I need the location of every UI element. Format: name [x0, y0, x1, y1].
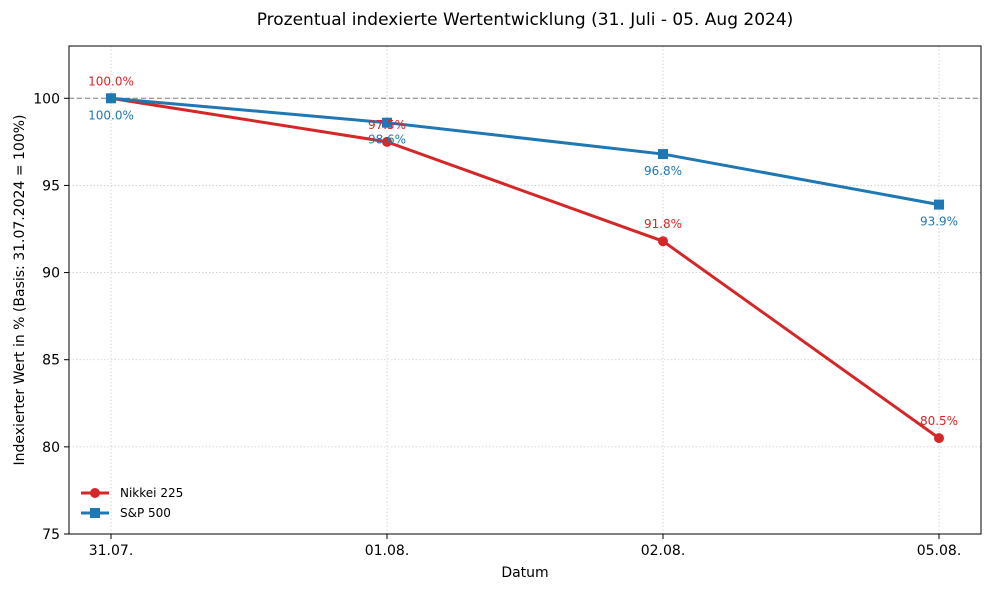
- data-point: [934, 199, 944, 210]
- data-point: [106, 93, 116, 104]
- x-axis-ticks: 31.07. 01.08. 02.08. 05.08.: [89, 534, 962, 559]
- data-point: [658, 236, 668, 247]
- data-point: [658, 149, 668, 160]
- x-tick-label: 05.08.: [917, 543, 962, 559]
- y-tick-label: 95: [42, 178, 60, 194]
- y-tick-label: 75: [42, 527, 60, 543]
- y-tick-label: 85: [42, 353, 60, 369]
- chart-title: Prozentual indexierte Wertentwicklung (3…: [257, 10, 794, 30]
- x-tick-label: 01.08.: [365, 543, 410, 559]
- data-label: 100.0%: [88, 74, 134, 88]
- data-label: 93.9%: [920, 215, 958, 229]
- data-label: 96.8%: [644, 164, 682, 178]
- data-label: 98.6%: [368, 133, 406, 147]
- data-label: 91.8%: [644, 217, 682, 231]
- x-tick-label: 02.08.: [641, 543, 686, 559]
- y-tick-label: 80: [42, 440, 60, 456]
- legend-marker: [90, 508, 100, 518]
- series-markers: [106, 93, 944, 444]
- grid-lines: [69, 46, 981, 535]
- data-label: 100.0%: [88, 108, 134, 122]
- data-labels: 100.0% 97.5% 91.8% 80.5% 100.0% 98.6% 96.8% 93.…: [88, 74, 958, 428]
- data-point: [934, 433, 944, 444]
- series-lines: [110, 96, 940, 440]
- data-point: [382, 117, 392, 128]
- data-point: [382, 136, 392, 147]
- x-tick-label: 31.07.: [89, 543, 134, 559]
- x-axis-label: Datum: [501, 565, 548, 581]
- y-axis-label: Indexierter Wert in % (Basis: 31.07.2024…: [12, 115, 28, 466]
- legend-label: Nikkei 225: [120, 486, 183, 500]
- legend-label: S&P 500: [120, 506, 171, 520]
- series-line: [110, 96, 940, 440]
- y-axis-ticks: 75 80 85 90 95 100: [33, 91, 69, 543]
- y-tick-label: 90: [42, 266, 60, 282]
- legend: Nikkei 225 S&P 500: [81, 486, 183, 520]
- data-label: 97.5%: [368, 118, 406, 132]
- plot-frame: [68, 45, 982, 535]
- data-label: 80.5%: [920, 414, 958, 428]
- legend-marker: [90, 488, 100, 498]
- y-tick-label: 100: [33, 91, 60, 107]
- series-line: [110, 96, 940, 207]
